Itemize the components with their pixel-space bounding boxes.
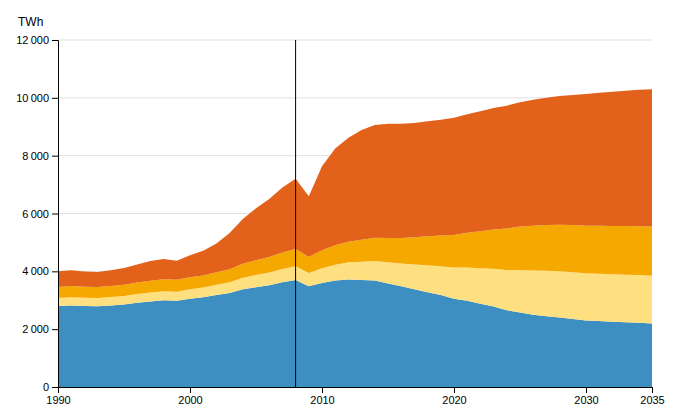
tick-mark xyxy=(322,387,323,393)
tick-label: 4 000 xyxy=(22,265,49,277)
tick-mark xyxy=(454,387,455,393)
tick-label: 0 xyxy=(43,381,49,393)
plot-root: 1990 2000 2010 2020 2030 2035 0 2 000 4 000 6 000… xyxy=(16,34,665,406)
tick: 1990 xyxy=(46,387,70,406)
tick-label: 12 000 xyxy=(16,34,49,46)
tick-mark xyxy=(586,387,587,393)
tick-mark xyxy=(652,387,653,393)
reference-line xyxy=(295,40,296,387)
tick: 2010 xyxy=(310,387,334,406)
tick: 4 000 xyxy=(22,265,58,277)
y-axis-label: TWh xyxy=(18,15,43,29)
tick-mark xyxy=(52,271,58,272)
tick: 6 000 xyxy=(22,208,58,220)
tick-mark xyxy=(52,156,58,157)
tick-label: 2010 xyxy=(310,394,334,406)
tick-mark xyxy=(52,214,58,215)
tick-label: 6 000 xyxy=(22,208,49,220)
tick: 8 000 xyxy=(22,150,58,162)
tick: 10 000 xyxy=(16,92,58,104)
tick: 12 000 xyxy=(16,34,58,46)
tick: 2000 xyxy=(178,387,202,406)
tick: 2 000 xyxy=(22,323,58,335)
tick-label: 2 000 xyxy=(22,323,49,335)
y-axis: 0 2 000 4 000 6 000 8 000 10 000 12 000 xyxy=(16,34,58,393)
tick: 0 xyxy=(43,381,58,393)
grid xyxy=(58,40,652,387)
axis-line xyxy=(59,388,653,394)
tick-label: 2030 xyxy=(574,394,598,406)
area xyxy=(58,89,652,287)
tick-label: 8 000 xyxy=(22,150,49,162)
tick-label: 2000 xyxy=(178,394,202,406)
axis-line xyxy=(52,41,59,388)
tick-mark xyxy=(52,329,58,330)
tick-mark xyxy=(52,98,58,99)
tick-label: 2035 xyxy=(640,394,664,406)
x-axis: 1990 2000 2010 2020 2030 2035 xyxy=(46,387,664,406)
tick-mark xyxy=(190,387,191,393)
tick: 2020 xyxy=(442,387,466,406)
marks xyxy=(58,40,652,387)
chart: 1990 2000 2010 2020 2030 2035 0 2 000 4 000 6 000… xyxy=(0,0,676,419)
tick-mark xyxy=(52,387,58,388)
tick-label: 2020 xyxy=(442,394,466,406)
grid-line xyxy=(58,40,652,41)
tick-label: 1990 xyxy=(46,394,70,406)
tick: 2030 xyxy=(574,387,598,406)
tick: 2035 xyxy=(640,387,664,406)
tick-label: 10 000 xyxy=(16,92,49,104)
tick-mark xyxy=(52,40,58,41)
